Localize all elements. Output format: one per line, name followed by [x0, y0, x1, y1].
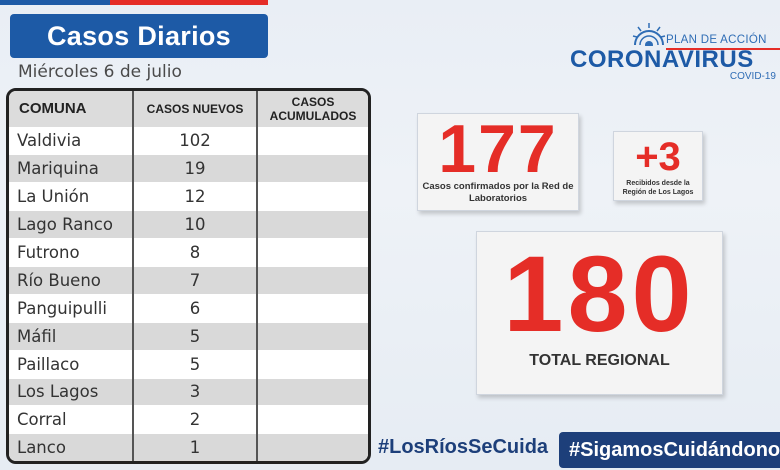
received-cases-value: +3	[635, 135, 681, 179]
report-date: Miércoles 6 de julio	[18, 62, 182, 82]
total-regional-label: TOTAL REGIONAL	[529, 352, 670, 369]
comuna-cell: Futrono	[9, 238, 134, 267]
nuevos-cell: 19	[133, 154, 258, 183]
column-header-comuna: COMUNA	[9, 91, 134, 127]
comuna-cell: Máfil	[9, 321, 134, 351]
table-row: Paillaco 5	[9, 349, 368, 379]
lab-cases-card: 177 Casos confirmados por la Red de Labo…	[417, 113, 579, 211]
nuevos-cell: 10	[133, 210, 258, 239]
table-row: Lanco 1	[9, 433, 368, 461]
logo-main-text: CORONAVIRUS	[570, 46, 754, 73]
table-row: Futrono 8	[9, 238, 368, 267]
comuna-cell: Los Lagos	[9, 377, 134, 406]
total-regional-value: 180	[503, 233, 696, 354]
acumulados-cell	[257, 433, 368, 461]
table-header-row: COMUNA CASOS NUEVOS CASOS ACUMULADOS	[9, 91, 368, 127]
acumulados-cell	[257, 293, 368, 323]
acumulados-cell	[257, 210, 368, 239]
logo-red-bar	[666, 48, 780, 50]
comuna-cell: La Unión	[9, 182, 134, 211]
acumulados-cell	[257, 182, 368, 211]
hashtag-sigamos: #SigamosCuidándonos	[569, 438, 780, 461]
nuevos-cell: 6	[133, 293, 258, 323]
table-row: Máfil 5	[9, 321, 368, 351]
title-banner: Casos Diarios	[10, 14, 268, 58]
cases-table: COMUNA CASOS NUEVOS CASOS ACUMULADOS Val…	[6, 88, 371, 464]
logo-sub-text: COVID-19	[729, 71, 776, 82]
nuevos-cell: 12	[133, 182, 258, 211]
column-header-nuevos: CASOS NUEVOS	[133, 91, 258, 127]
column-header-acumulados: CASOS ACUMULADOS	[257, 91, 368, 127]
flag-strip	[0, 0, 268, 5]
nuevos-cell: 5	[133, 349, 258, 379]
comuna-cell: Lanco	[9, 433, 134, 461]
comuna-cell: Río Bueno	[9, 265, 134, 295]
acumulados-cell	[257, 154, 368, 183]
table-row: Panguipulli 6	[9, 293, 368, 323]
comuna-cell: Valdivia	[9, 126, 134, 155]
total-regional-card: 180 TOTAL REGIONAL	[476, 231, 723, 395]
lab-cases-value: 177	[438, 111, 558, 187]
nuevos-cell: 3	[133, 377, 258, 406]
flag-strip-red	[110, 0, 268, 5]
coronavirus-logo: PLAN DE ACCIÓN CORONAVIRUS COVID-19	[570, 22, 780, 88]
received-cases-label: Recibidos desde la Región de Los Lagos	[622, 180, 694, 196]
hashtag-los-rios: #LosRíosSeCuida	[378, 436, 549, 458]
table-row: Mariquina 19	[9, 154, 368, 183]
nuevos-cell: 5	[133, 321, 258, 351]
comuna-cell: Paillaco	[9, 349, 134, 379]
logo-top-line: PLAN DE ACCIÓN	[666, 34, 767, 46]
flag-strip-blue	[0, 0, 110, 5]
acumulados-cell	[257, 321, 368, 351]
acumulados-cell	[257, 126, 368, 155]
acumulados-cell	[257, 405, 368, 434]
comuna-cell: Lago Ranco	[9, 210, 134, 239]
comuna-cell: Corral	[9, 405, 134, 434]
acumulados-cell	[257, 265, 368, 295]
table-row: Valdivia 102	[9, 126, 368, 155]
comuna-cell: Panguipulli	[9, 293, 134, 323]
acumulados-cell	[257, 377, 368, 406]
received-cases-card: +3 Recibidos desde la Región de Los Lago…	[613, 131, 703, 201]
nuevos-cell: 102	[133, 126, 258, 155]
table-row: Lago Ranco 10	[9, 210, 368, 239]
hashtag-sigamos-banner: #SigamosCuidándonos	[559, 432, 780, 468]
table-row: La Unión 12	[9, 182, 368, 211]
acumulados-cell	[257, 238, 368, 267]
virus-icon	[632, 23, 666, 46]
acumulados-cell	[257, 349, 368, 379]
nuevos-cell: 2	[133, 405, 258, 434]
lab-cases-label: Casos confirmados por la Red de Laborato…	[422, 181, 574, 204]
table-row: Río Bueno 7	[9, 265, 368, 295]
page-title: Casos Diarios	[47, 20, 231, 51]
nuevos-cell: 1	[133, 433, 258, 461]
nuevos-cell: 7	[133, 265, 258, 295]
nuevos-cell: 8	[133, 238, 258, 267]
table-row: Corral 2	[9, 405, 368, 434]
comuna-cell: Mariquina	[9, 154, 134, 183]
table-row: Los Lagos 3	[9, 377, 368, 406]
